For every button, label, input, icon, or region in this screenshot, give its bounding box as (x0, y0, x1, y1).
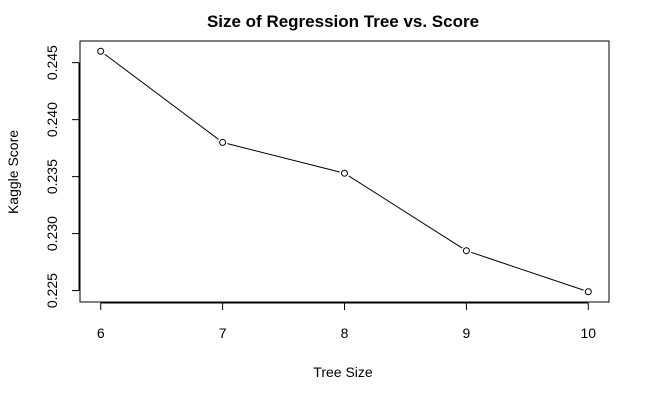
data-point (341, 169, 348, 177)
x-axis: 6 7 8 9 10 (97, 302, 596, 341)
y-tick-label: 0.245 (44, 45, 60, 80)
x-tick-label: 9 (462, 325, 470, 341)
series-segment (470, 251, 584, 291)
y-tick-label: 0.225 (44, 273, 60, 308)
y-tick-label: 0.235 (44, 159, 60, 194)
series-segment (104, 53, 219, 140)
y-tick-label: 0.230 (44, 216, 60, 251)
x-tick-label: 8 (341, 325, 349, 341)
plot-frame (79, 40, 610, 303)
x-tick-label: 6 (97, 325, 105, 341)
y-tick-label: 0.240 (44, 102, 60, 137)
chart-title: Size of Regression Tree vs. Score (207, 12, 479, 31)
series-line-group (97, 47, 592, 296)
series-segment (227, 143, 340, 173)
data-point (97, 47, 105, 55)
series-segment (348, 175, 463, 249)
data-point (219, 138, 227, 146)
x-axis-label: Tree Size (313, 364, 373, 380)
y-axis-label: Kaggle Score (5, 130, 21, 214)
x-tick-label: 10 (580, 325, 596, 341)
data-point (584, 288, 592, 296)
data-point (462, 247, 470, 255)
x-tick-label: 7 (219, 325, 227, 341)
y-axis: 0.225 0.230 0.235 0.240 0.245 (44, 45, 80, 308)
